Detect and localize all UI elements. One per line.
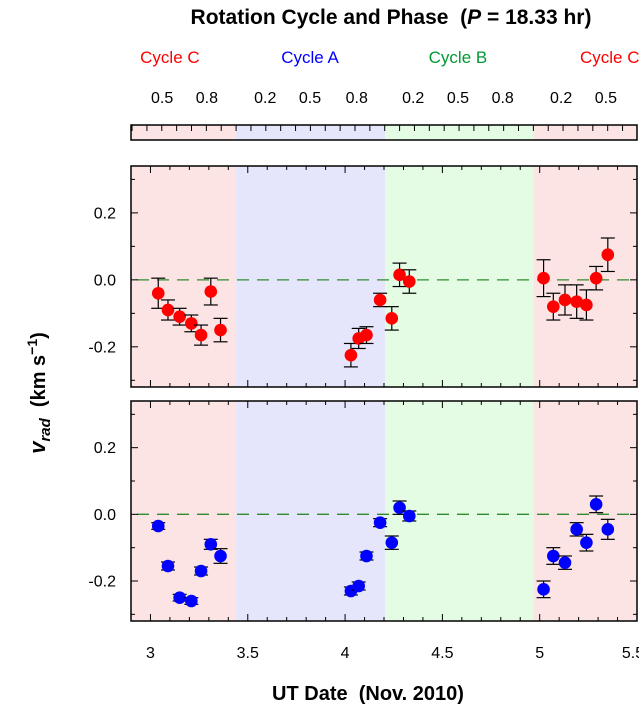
x-tick-label-4: 5	[535, 645, 544, 662]
y-axis-subscript: rad	[37, 417, 54, 441]
data-point	[194, 564, 208, 578]
data-point	[547, 300, 560, 313]
data-point	[580, 536, 593, 549]
y-tick-label-2: -0.2	[88, 574, 116, 591]
data-point	[360, 549, 373, 563]
cycle-band-C-0	[131, 166, 237, 387]
data-point	[601, 523, 615, 536]
data-point	[344, 348, 358, 362]
panel-top-red: 0.2 0.0 -0.2	[88, 165, 638, 388]
cycle-label-1: Cycle A	[281, 48, 339, 67]
data-point	[151, 519, 165, 533]
data-point	[537, 583, 550, 596]
data-point	[537, 271, 550, 285]
data-point	[385, 536, 399, 549]
title-main: Rotation Cycle and Phase	[191, 6, 449, 29]
y-axis-units-exponent: −1	[24, 339, 40, 355]
title-spacer	[448, 6, 460, 29]
cycle-band-A-1	[236, 166, 385, 387]
data-point	[403, 275, 416, 288]
data-point	[589, 271, 603, 285]
cycle-labels: Cycle C Cycle A Cycle B Cycle C	[140, 48, 639, 67]
data-point	[204, 285, 218, 298]
ruler-band-2	[384, 125, 534, 140]
data-point	[161, 559, 175, 573]
x-tick-label-1: 3.5	[237, 645, 259, 662]
x-axis-label: UT Date (Nov. 2010)	[272, 683, 464, 705]
phase-label-0: 0.5	[151, 90, 173, 107]
phase-labels: 0.5 0.8 0.2 0.5 0.8 0.2 0.5 0.8 0.2 0.5	[151, 90, 617, 107]
y-tick-label-1: 0.0	[94, 272, 116, 289]
data-point	[570, 295, 583, 308]
data-point	[360, 328, 373, 342]
cycle-band-C-3	[533, 166, 637, 387]
phase-label-9: 0.5	[595, 90, 617, 107]
figure-title: Rotation Cycle and Phase (P = 18.33 hr)	[191, 6, 592, 29]
phase-label-3: 0.5	[299, 90, 321, 107]
y-tick-label-0: 0.2	[94, 440, 116, 457]
cycle-band-C-3	[533, 401, 637, 621]
y-axis-symbol: v	[25, 440, 50, 454]
data-point	[393, 501, 406, 514]
phase-label-2: 0.2	[254, 90, 276, 107]
cycle-label-3: Cycle C	[580, 48, 639, 67]
data-point	[373, 293, 387, 307]
phase-label-7: 0.8	[492, 90, 514, 107]
cycle-label-2: Cycle B	[429, 48, 488, 67]
data-point	[194, 328, 208, 342]
y-axis-units-close: )	[28, 332, 50, 339]
data-point	[393, 268, 406, 282]
phase-label-4: 0.8	[346, 90, 368, 107]
data-point	[204, 538, 218, 551]
data-point	[589, 498, 603, 511]
phase-label-8: 0.2	[550, 90, 572, 107]
data-point	[173, 591, 186, 604]
data-point	[580, 298, 593, 312]
cycle-label-0: Cycle C	[140, 48, 200, 67]
x-tick-label-0: 3	[146, 645, 155, 662]
data-point	[161, 303, 175, 317]
data-point	[214, 549, 227, 563]
data-point	[385, 312, 399, 325]
ruler-band-0	[131, 125, 237, 140]
title-period-symbol: P	[467, 6, 482, 29]
ruler-band-3	[533, 125, 637, 140]
title-paren-open: (	[460, 6, 467, 29]
ruler-frame	[130, 124, 638, 141]
data-point	[558, 556, 572, 569]
data-point	[570, 523, 583, 536]
data-point	[185, 317, 198, 330]
data-point	[214, 323, 227, 337]
x-tick-label-5: 5.5	[622, 645, 639, 662]
x-tick-labels: 3 3.5 4 4.5 5 5.5	[146, 645, 639, 662]
y-tick-label-1: 0.0	[94, 507, 116, 524]
phase-label-5: 0.2	[402, 90, 424, 107]
data-point	[373, 516, 387, 529]
y-axis-label: vrad (km s−1)	[24, 332, 54, 454]
data-point	[558, 293, 572, 307]
y-tick-label-2: -0.2	[88, 339, 116, 356]
ruler-band-1	[236, 125, 385, 140]
x-tick-label-3: 4.5	[431, 645, 453, 662]
cycle-band-C-0	[131, 401, 237, 621]
title-period-value: = 18.33 hr)	[481, 6, 591, 29]
data-point	[185, 594, 198, 608]
phase-label-6: 0.5	[447, 90, 469, 107]
y-tick-label-0: 0.2	[94, 205, 116, 222]
y-axis-units: (km s	[28, 355, 50, 413]
data-point	[601, 248, 615, 262]
panel-bottom-blue: 0.2 0.0 -0.2	[88, 400, 638, 622]
x-tick-label-2: 4	[341, 645, 350, 662]
phase-label-1: 0.8	[196, 90, 218, 107]
data-point	[403, 509, 416, 523]
phase-ruler	[130, 124, 638, 141]
data-point	[151, 286, 165, 300]
data-point	[173, 310, 186, 323]
data-point	[352, 579, 366, 593]
data-point	[547, 549, 560, 563]
